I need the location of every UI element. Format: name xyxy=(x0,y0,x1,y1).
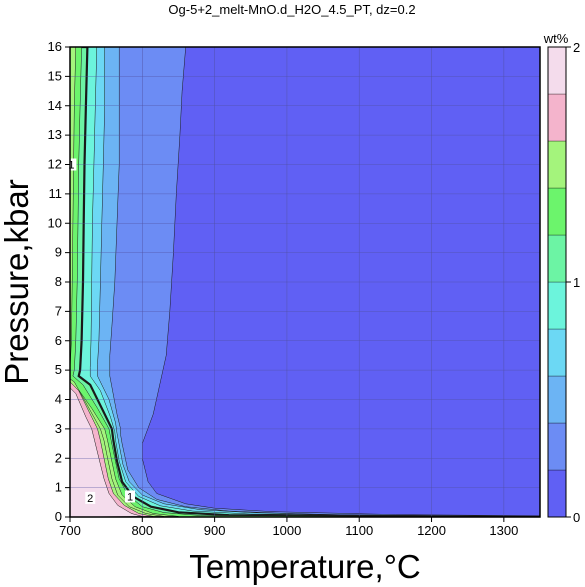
x-tick-label: 1300 xyxy=(489,523,518,538)
contour-labels: 1 1 2 xyxy=(66,158,136,505)
colorbar-tick-label: 2 xyxy=(573,40,580,55)
x-tick-label: 900 xyxy=(204,523,226,538)
y-tick-label: 0 xyxy=(55,509,62,524)
y-tick-label: 8 xyxy=(55,274,62,289)
colorbar-swatch xyxy=(547,140,567,189)
colorbar-swatch xyxy=(547,93,567,142)
colorbar-swatch xyxy=(547,234,567,283)
contour-label-bg xyxy=(85,491,96,504)
colorbar-tick-label: 0 xyxy=(573,510,580,525)
y-tick-label: 7 xyxy=(55,303,62,318)
y-tick-label: 13 xyxy=(48,127,62,142)
y-tick-label: 9 xyxy=(55,245,62,260)
x-tick-label: 700 xyxy=(59,523,81,538)
y-tick-label: 6 xyxy=(55,333,62,348)
colorbar-swatch xyxy=(547,328,567,377)
colorbar-swatch xyxy=(547,469,567,518)
chart-title: Og-5+2_melt-MnO.d_H2O_4.5_PT, dz=0.2 xyxy=(168,2,415,17)
y-tick-label: 3 xyxy=(55,421,62,436)
x-axis-ticks: 700 800 900 1000 1100 1200 1300 xyxy=(59,517,518,538)
y-tick-label: 12 xyxy=(48,157,62,172)
y-tick-label: 1 xyxy=(55,480,62,495)
colorbar-swatch xyxy=(547,46,567,95)
y-tick-label: 10 xyxy=(48,215,62,230)
contour-label-bg xyxy=(66,158,77,171)
colorbar-label: wt% xyxy=(543,31,569,46)
y-tick-label: 16 xyxy=(48,39,62,54)
colorbar: wt% 0 1 2 xyxy=(543,31,581,525)
plot-area: 1 1 2 xyxy=(66,46,541,518)
y-tick-label: 11 xyxy=(49,186,63,201)
contour-label: 2 xyxy=(87,493,93,505)
contour-label: 1 xyxy=(68,160,74,172)
y-axis-label: Pressure,kbar xyxy=(0,179,35,384)
grid-lines xyxy=(70,47,540,517)
x-tick-label: 1200 xyxy=(417,523,446,538)
y-tick-label: 14 xyxy=(48,98,62,113)
colorbar-swatch xyxy=(547,422,567,471)
x-tick-label: 1100 xyxy=(345,523,373,538)
colorbar-swatch xyxy=(547,375,567,424)
x-tick-label: 800 xyxy=(131,523,153,538)
y-tick-label: 2 xyxy=(55,450,62,465)
colorbar-tick-label: 1 xyxy=(573,275,580,290)
y-tick-label: 4 xyxy=(55,392,62,407)
x-axis-label: Temperature,°C xyxy=(189,548,420,585)
x-tick-label: 1000 xyxy=(272,523,301,538)
y-tick-label: 5 xyxy=(55,362,62,377)
contour-label: 1 xyxy=(127,491,133,503)
colorbar-swatch xyxy=(547,187,567,236)
contour-label-bg xyxy=(125,490,136,503)
colorbar-swatch xyxy=(547,281,567,330)
y-tick-label: 15 xyxy=(48,68,62,83)
